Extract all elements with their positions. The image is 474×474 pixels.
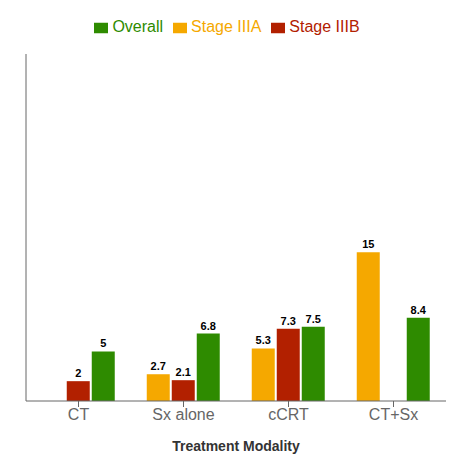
svg-text:15: 15 bbox=[362, 238, 374, 250]
svg-text:CT+Sx: CT+Sx bbox=[369, 406, 418, 423]
svg-text:2: 2 bbox=[75, 367, 81, 379]
svg-text:5.3: 5.3 bbox=[256, 334, 271, 346]
svg-text:CT: CT bbox=[68, 406, 90, 423]
svg-text:cCRT: cCRT bbox=[268, 406, 309, 423]
svg-text:7.3: 7.3 bbox=[281, 315, 296, 327]
svg-text:2.7: 2.7 bbox=[151, 360, 166, 372]
svg-text:8.4: 8.4 bbox=[411, 304, 427, 316]
svg-text:5: 5 bbox=[100, 337, 106, 349]
html-text:Stage IIIA: Stage IIIA bbox=[191, 18, 262, 35]
html-text:Overall: Overall bbox=[112, 18, 164, 35]
html-text:Stage IIIB: Stage IIIB bbox=[289, 18, 360, 35]
svg-text:2.1: 2.1 bbox=[176, 366, 191, 378]
svg-text:6.8: 6.8 bbox=[201, 320, 216, 332]
svg-text:Treatment Modality: Treatment Modality bbox=[172, 438, 300, 454]
svg-text:Sx alone: Sx alone bbox=[152, 406, 214, 423]
svg-text:7.5: 7.5 bbox=[306, 313, 321, 325]
